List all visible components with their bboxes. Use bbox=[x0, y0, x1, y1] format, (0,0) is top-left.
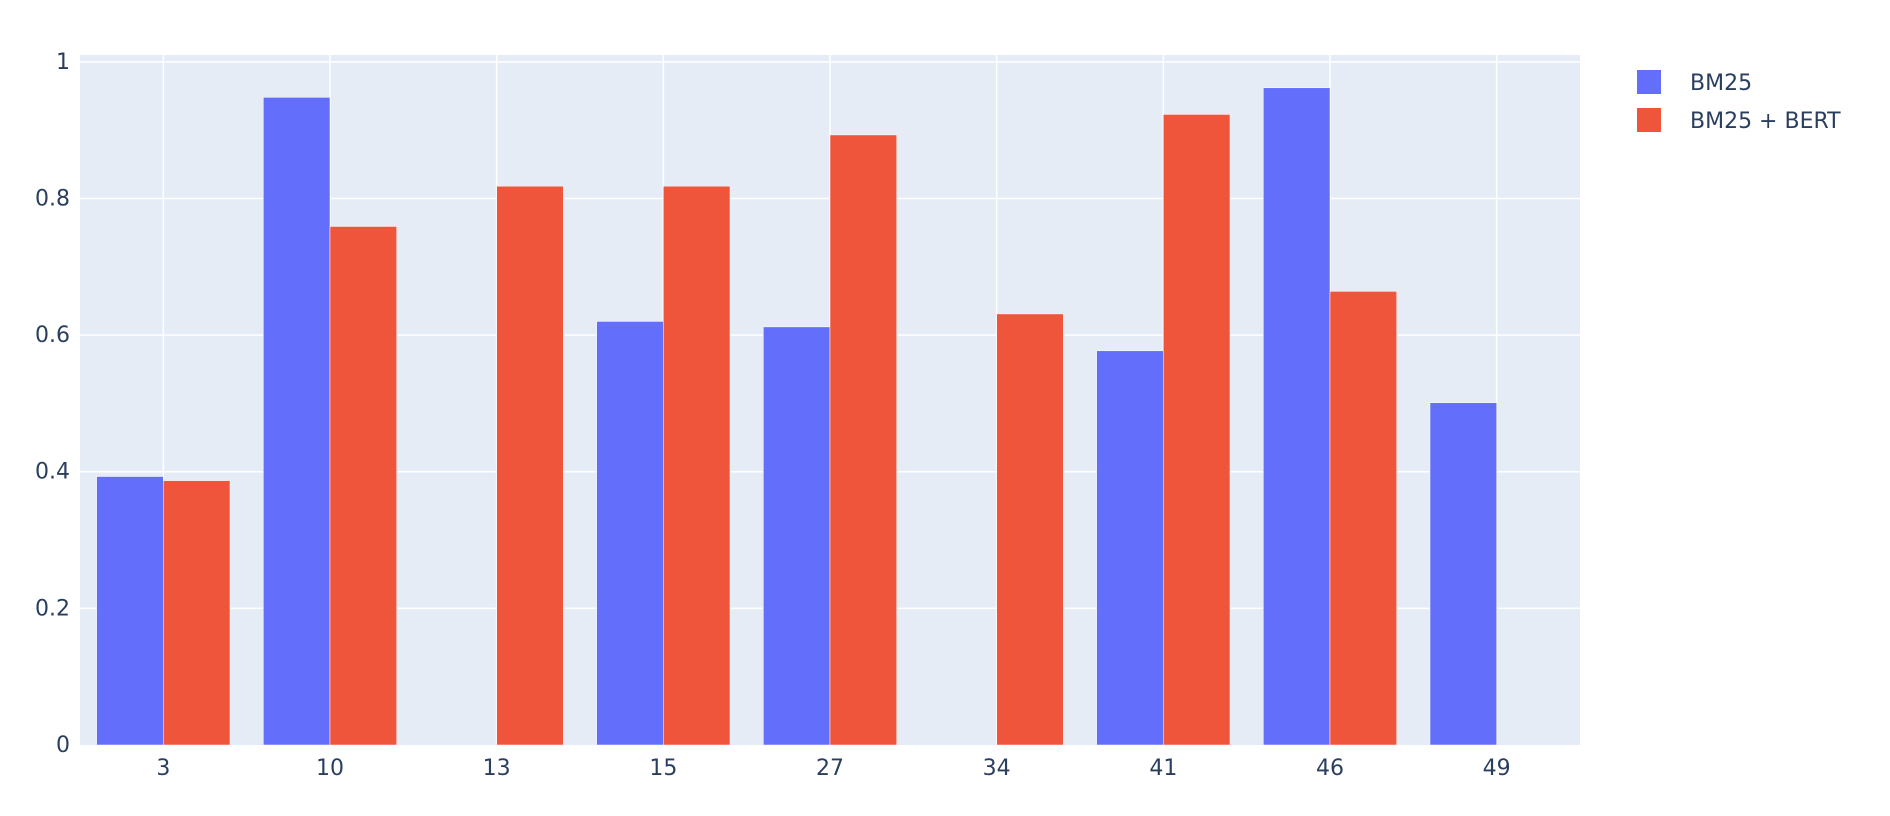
y-axis-ticks: 0 0.2 0.4 0.6 0.8 1 bbox=[35, 50, 70, 758]
bar-bm25-bert-13 bbox=[496, 185, 564, 746]
x-tick-label: 49 bbox=[1483, 756, 1511, 781]
bar-bm25-15 bbox=[596, 321, 664, 746]
bar-bm25-bert-41 bbox=[1163, 114, 1231, 746]
bar-bm25-bert-34 bbox=[996, 313, 1064, 746]
x-tick-label: 27 bbox=[816, 756, 844, 781]
bar-bm25-10 bbox=[263, 97, 331, 746]
y-tick-label: 1 bbox=[56, 50, 70, 75]
y-tick-label: 0.2 bbox=[35, 596, 70, 621]
y-tick-label: 0.4 bbox=[35, 460, 70, 485]
bar-bm25-46 bbox=[1263, 87, 1331, 746]
x-tick-label: 46 bbox=[1316, 756, 1344, 781]
x-axis-ticks: 3 10 13 15 27 34 41 46 49 bbox=[156, 756, 1510, 781]
x-tick-label: 41 bbox=[1149, 756, 1177, 781]
legend-swatch bbox=[1637, 108, 1661, 132]
y-tick-label: 0.6 bbox=[35, 323, 70, 348]
legend-item-bm25[interactable]: BM25 bbox=[1637, 70, 1752, 96]
bar-bm25-bert-46 bbox=[1329, 291, 1397, 746]
legend-label: BM25 + BERT bbox=[1690, 109, 1841, 134]
x-tick-label: 3 bbox=[156, 756, 170, 781]
legend-item-bm25-bert[interactable]: BM25 + BERT bbox=[1637, 108, 1841, 134]
y-tick-label: 0 bbox=[56, 733, 70, 758]
bar-bm25-3 bbox=[96, 476, 164, 746]
y-tick-label: 0.8 bbox=[35, 186, 70, 211]
bar-bm25-27 bbox=[763, 326, 831, 746]
bars bbox=[96, 87, 1497, 746]
legend-swatch bbox=[1637, 70, 1661, 94]
bar-bm25-bert-10 bbox=[329, 226, 397, 746]
bar-bm25-49 bbox=[1429, 402, 1497, 746]
x-tick-label: 34 bbox=[983, 756, 1011, 781]
legend-label: BM25 bbox=[1690, 71, 1752, 96]
bar-bm25-bert-15 bbox=[663, 185, 731, 746]
x-tick-label: 13 bbox=[483, 756, 511, 781]
bar-bm25-41 bbox=[1096, 350, 1164, 746]
legend[interactable]: BM25 BM25 + BERT bbox=[1637, 70, 1841, 134]
bar-bm25-bert-3 bbox=[163, 480, 231, 746]
x-tick-label: 15 bbox=[649, 756, 677, 781]
x-tick-label: 10 bbox=[316, 756, 344, 781]
bar-bm25-bert-27 bbox=[829, 134, 897, 746]
